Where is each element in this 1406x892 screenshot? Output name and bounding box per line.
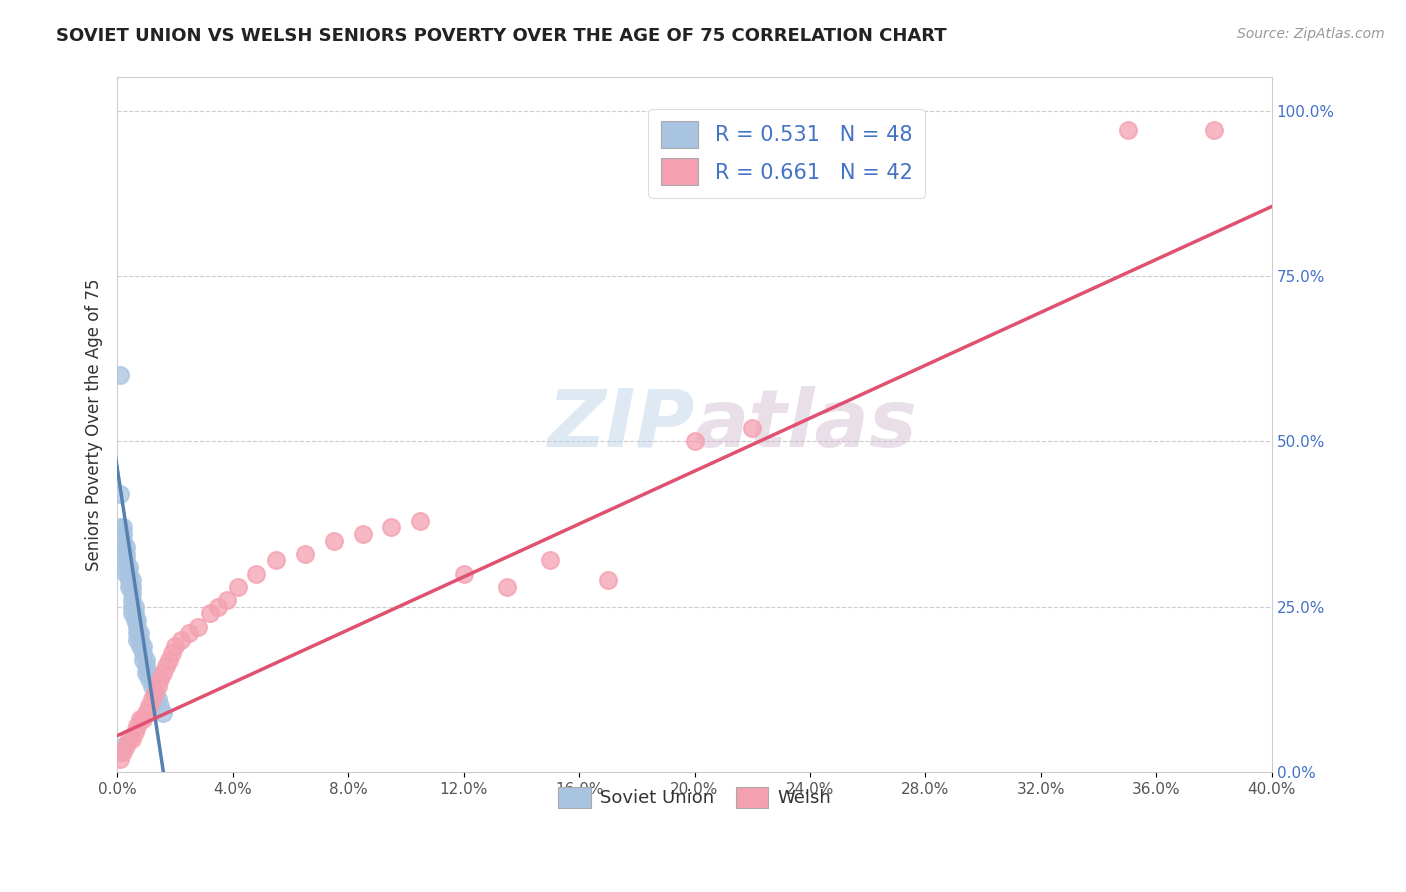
Point	[118, 560, 141, 574]
Point	[111, 745, 134, 759]
Point	[121, 580, 143, 594]
Point	[1204, 123, 1226, 137]
Point	[132, 652, 155, 666]
Point	[118, 731, 141, 746]
Point	[138, 665, 160, 680]
Point	[596, 573, 619, 587]
Point	[160, 646, 183, 660]
Point	[322, 533, 344, 548]
Point	[683, 434, 706, 449]
Text: atlas: atlas	[695, 385, 917, 464]
Point	[453, 566, 475, 581]
Point	[149, 698, 172, 713]
Point	[121, 599, 143, 614]
Point	[132, 646, 155, 660]
Point	[264, 553, 287, 567]
Y-axis label: Seniors Poverty Over the Age of 75: Seniors Poverty Over the Age of 75	[86, 278, 103, 571]
Point	[141, 673, 163, 687]
Point	[121, 607, 143, 621]
Point	[228, 580, 250, 594]
Point	[409, 514, 432, 528]
Point	[111, 739, 134, 753]
Point	[115, 540, 138, 554]
Point	[129, 632, 152, 647]
Point	[108, 745, 131, 759]
Point	[143, 686, 166, 700]
Point	[207, 599, 229, 614]
Point	[135, 665, 157, 680]
Point	[135, 659, 157, 673]
Point	[129, 626, 152, 640]
Point	[127, 626, 149, 640]
Point	[1116, 123, 1139, 137]
Point	[352, 527, 374, 541]
Point	[118, 566, 141, 581]
Point	[141, 692, 163, 706]
Point	[163, 640, 186, 654]
Point	[115, 739, 138, 753]
Text: SOVIET UNION VS WELSH SENIORS POVERTY OVER THE AGE OF 75 CORRELATION CHART: SOVIET UNION VS WELSH SENIORS POVERTY OV…	[56, 27, 946, 45]
Point	[121, 586, 143, 600]
Point	[127, 719, 149, 733]
Point	[152, 665, 174, 680]
Point	[124, 607, 146, 621]
Point	[138, 698, 160, 713]
Point	[118, 573, 141, 587]
Point	[108, 368, 131, 383]
Point	[141, 679, 163, 693]
Point	[124, 725, 146, 739]
Point	[108, 752, 131, 766]
Point	[135, 706, 157, 720]
Point	[127, 619, 149, 633]
Point	[538, 553, 561, 567]
Text: Source: ZipAtlas.com: Source: ZipAtlas.com	[1237, 27, 1385, 41]
Point	[294, 547, 316, 561]
Point	[146, 692, 169, 706]
Point	[115, 553, 138, 567]
Point	[127, 613, 149, 627]
Point	[121, 573, 143, 587]
Point	[111, 533, 134, 548]
Point	[111, 527, 134, 541]
Point	[245, 566, 267, 581]
Point	[124, 599, 146, 614]
Point	[157, 652, 180, 666]
Point	[132, 640, 155, 654]
Point	[129, 712, 152, 726]
Point	[149, 673, 172, 687]
Point	[111, 540, 134, 554]
Point	[108, 520, 131, 534]
Point	[198, 607, 221, 621]
Point	[115, 560, 138, 574]
Text: ZIP: ZIP	[547, 385, 695, 464]
Point	[115, 566, 138, 581]
Point	[115, 547, 138, 561]
Point	[124, 613, 146, 627]
Point	[129, 640, 152, 654]
Point	[380, 520, 402, 534]
Point	[135, 652, 157, 666]
Legend: Soviet Union, Welsh: Soviet Union, Welsh	[551, 780, 838, 815]
Point	[127, 632, 149, 647]
Point	[146, 679, 169, 693]
Point	[496, 580, 519, 594]
Point	[143, 686, 166, 700]
Point	[108, 487, 131, 501]
Point	[132, 712, 155, 726]
Point	[111, 520, 134, 534]
Point	[121, 593, 143, 607]
Point	[215, 593, 238, 607]
Point	[155, 659, 177, 673]
Point	[118, 580, 141, 594]
Point	[121, 731, 143, 746]
Point	[187, 619, 209, 633]
Point	[138, 673, 160, 687]
Point	[152, 706, 174, 720]
Point	[170, 632, 193, 647]
Point	[741, 421, 763, 435]
Point	[179, 626, 201, 640]
